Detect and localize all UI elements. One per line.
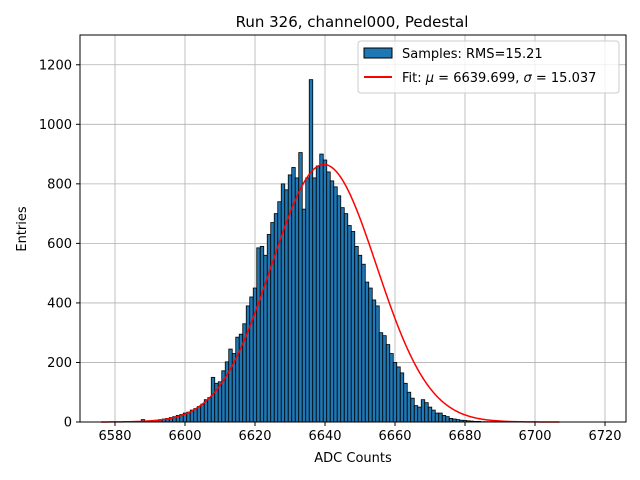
histogram-bar [392, 362, 398, 423]
x-tick-label: 6600 [168, 429, 201, 444]
histogram-bar [431, 409, 436, 423]
x-tick-label: 6640 [308, 429, 341, 444]
y-tick-label: 800 [47, 177, 72, 192]
legend-histogram-label: Samples: RMS=15.21 [402, 47, 543, 62]
x-axis-ticks: 6580 6600 6620 6640 6660 6680 6700 6720 [98, 422, 622, 444]
histogram-bar [420, 399, 426, 423]
histogram-bar [375, 305, 380, 423]
legend: Samples: RMS=15.21 Fit: μ = 6639.699, σ … [357, 40, 620, 94]
histogram-bar [200, 403, 205, 423]
x-tick-label: 6580 [98, 429, 131, 444]
histogram-bar [340, 207, 345, 423]
plot-frame [79, 34, 627, 423]
histogram-bar [424, 402, 429, 423]
histogram-bar [410, 397, 415, 423]
y-axis-ticks: 0 200 400 600 800 1000 1200 [39, 58, 80, 431]
histogram-bar [193, 408, 198, 423]
histogram-bar [319, 153, 324, 423]
histogram-bar [270, 222, 275, 423]
histogram-bar [235, 336, 240, 423]
y-tick-label: 1200 [39, 58, 72, 73]
y-tick-label: 200 [47, 356, 72, 371]
y-axis-label: Entries [15, 206, 30, 252]
histogram-bar [357, 254, 363, 423]
histogram-bar [196, 406, 202, 423]
histogram-bar [441, 415, 447, 423]
histogram-bar [228, 348, 233, 423]
histogram-bar [273, 213, 279, 423]
histogram-bar [322, 159, 328, 423]
histogram-bar [336, 195, 342, 423]
histogram-bar [378, 332, 384, 423]
histogram-bar [301, 208, 307, 423]
legend-histogram-swatch [363, 47, 393, 59]
y-tick-label: 400 [47, 296, 72, 311]
histogram-bar [417, 406, 422, 423]
y-tick-label: 600 [47, 237, 72, 252]
histogram-bar [399, 372, 405, 423]
histogram-bar [350, 231, 356, 423]
histogram-bar [312, 177, 317, 423]
histogram-bar [438, 412, 443, 423]
histogram-bar [448, 418, 454, 423]
x-tick-label: 6620 [238, 429, 271, 444]
x-tick-label: 6680 [448, 429, 481, 444]
histogram-bar [224, 361, 230, 423]
histogram-bar [277, 201, 282, 423]
gaussian-fit-line [100, 163, 560, 423]
y-tick-label: 1000 [39, 118, 72, 133]
histogram-bar [266, 234, 272, 423]
histogram-bar [368, 287, 373, 423]
histogram-bar [361, 263, 366, 423]
histogram-bar [308, 79, 314, 423]
histogram-bar [210, 376, 216, 423]
histogram-bar [305, 177, 310, 423]
x-tick-label: 6660 [378, 429, 411, 444]
histogram-bar [396, 366, 401, 423]
histogram-bar [385, 344, 391, 423]
x-tick-label: 6700 [518, 429, 551, 444]
histogram-bar [259, 245, 265, 423]
histogram-bar [294, 177, 300, 423]
histogram-bar [256, 247, 261, 423]
histogram-bar [413, 405, 419, 423]
histogram-bar [249, 296, 254, 423]
histogram-bar [347, 225, 352, 423]
histogram-bar [315, 165, 321, 423]
histogram-bar [333, 186, 338, 423]
histogram-bar [245, 305, 251, 423]
histogram-bar [354, 245, 359, 423]
histogram-bar [389, 353, 394, 423]
histogram-bar [382, 335, 387, 423]
histogram-bar [445, 416, 450, 423]
histogram-bar [364, 281, 370, 423]
histogram-bar [403, 382, 408, 423]
histogram-bar [434, 412, 440, 423]
x-axis-label: ADC Counts [314, 451, 392, 466]
histogram-bar [329, 180, 335, 423]
histogram-bar [326, 171, 331, 423]
legend-fit-label: Fit: μ = 6639.699, σ = 15.037 [402, 71, 596, 86]
x-tick-label: 6720 [588, 429, 621, 444]
histogram-bar [406, 391, 412, 423]
histogram-bar [207, 397, 212, 423]
legend-box [357, 40, 620, 94]
y-tick-label: 0 [64, 416, 72, 431]
histogram-bar [427, 406, 433, 423]
histogram-bar [371, 299, 377, 423]
histogram-bar [343, 213, 349, 423]
histogram-bar [280, 183, 286, 423]
chart-title: Run 326, channel000, Pedestal [236, 13, 469, 31]
